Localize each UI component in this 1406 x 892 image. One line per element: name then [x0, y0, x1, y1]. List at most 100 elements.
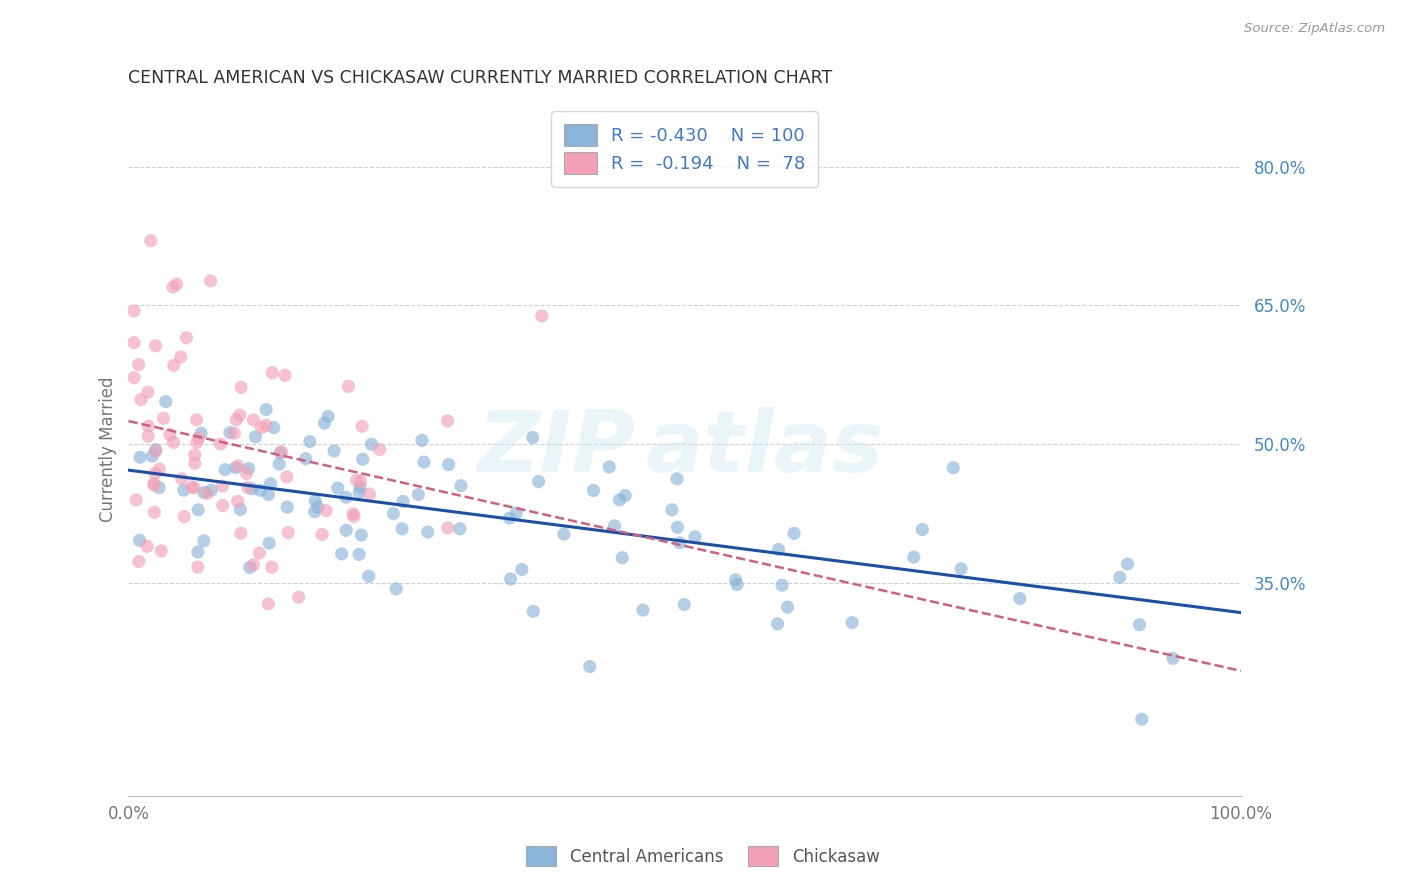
Chickasaw: [142, 476, 165, 491]
Central Americans: [193, 533, 215, 548]
Central Americans: [304, 505, 326, 519]
Central Americans: [382, 507, 405, 521]
Chickasaw: [436, 414, 458, 428]
Chickasaw: [343, 509, 366, 524]
Central Americans: [259, 476, 281, 491]
Central Americans: [1161, 651, 1184, 665]
Central Americans: [229, 502, 252, 516]
Central Americans: [579, 659, 602, 673]
Central Americans: [510, 562, 533, 576]
Central Americans: [522, 430, 544, 444]
Central Americans: [385, 582, 408, 596]
Chickasaw: [163, 359, 186, 373]
Chickasaw: [235, 467, 257, 481]
Legend: R = -0.430    N = 100, R =  -0.194    N =  78: R = -0.430 N = 100, R = -0.194 N = 78: [551, 111, 818, 186]
Chickasaw: [152, 411, 174, 425]
Central Americans: [673, 598, 696, 612]
Central Americans: [411, 434, 433, 448]
Central Americans: [392, 494, 415, 508]
Central Americans: [145, 442, 167, 457]
Chickasaw: [125, 492, 148, 507]
Central Americans: [725, 577, 748, 591]
Chickasaw: [257, 597, 280, 611]
Chickasaw: [224, 426, 246, 441]
Chickasaw: [184, 448, 207, 462]
Central Americans: [314, 416, 336, 430]
Chickasaw: [186, 435, 208, 450]
Chickasaw: [129, 392, 152, 407]
Central Americans: [768, 542, 790, 557]
Chickasaw: [276, 470, 298, 484]
Chickasaw: [287, 591, 309, 605]
Central Americans: [269, 457, 291, 471]
Central Americans: [522, 604, 544, 618]
Central Americans: [1008, 591, 1031, 606]
Chickasaw: [136, 429, 159, 443]
Chickasaw: [254, 418, 277, 433]
Central Americans: [257, 487, 280, 501]
Central Americans: [257, 536, 280, 550]
Central Americans: [391, 522, 413, 536]
Chickasaw: [184, 456, 207, 470]
Central Americans: [413, 455, 436, 469]
Chickasaw: [176, 331, 198, 345]
Chickasaw: [315, 503, 337, 517]
Central Americans: [307, 500, 329, 514]
Central Americans: [527, 475, 550, 489]
Chickasaw: [228, 408, 250, 422]
Chickasaw: [311, 527, 333, 541]
Chickasaw: [173, 509, 195, 524]
Central Americans: [609, 492, 631, 507]
Central Americans: [276, 500, 298, 514]
Central Americans: [148, 481, 170, 495]
Central Americans: [357, 569, 380, 583]
Chickasaw: [236, 480, 259, 494]
Central Americans: [347, 485, 370, 500]
Chickasaw: [195, 486, 218, 500]
Chickasaw: [346, 473, 368, 487]
Central Americans: [214, 463, 236, 477]
Central Americans: [239, 560, 262, 574]
Chickasaw: [200, 274, 222, 288]
Central Americans: [350, 528, 373, 542]
Chickasaw: [226, 494, 249, 508]
Chickasaw: [162, 280, 184, 294]
Central Americans: [911, 523, 934, 537]
Central Americans: [903, 550, 925, 565]
Chickasaw: [242, 413, 264, 427]
Central Americans: [254, 402, 277, 417]
Chickasaw: [145, 339, 167, 353]
Central Americans: [200, 483, 222, 498]
Central Americans: [950, 562, 973, 576]
Central Americans: [770, 578, 793, 592]
Chickasaw: [139, 234, 162, 248]
Central Americans: [614, 489, 637, 503]
Text: Source: ZipAtlas.com: Source: ZipAtlas.com: [1244, 22, 1385, 36]
Central Americans: [352, 452, 374, 467]
Chickasaw: [122, 335, 145, 350]
Central Americans: [240, 482, 263, 496]
Central Americans: [666, 520, 689, 534]
Chickasaw: [229, 526, 252, 541]
Central Americans: [505, 506, 527, 520]
Central Americans: [330, 547, 353, 561]
Chickasaw: [209, 437, 232, 451]
Chickasaw: [183, 481, 205, 495]
Chickasaw: [150, 544, 173, 558]
Central Americans: [668, 536, 690, 550]
Central Americans: [724, 573, 747, 587]
Central Americans: [661, 502, 683, 516]
Central Americans: [1108, 570, 1130, 584]
Central Americans: [942, 460, 965, 475]
Central Americans: [603, 519, 626, 533]
Central Americans: [498, 511, 520, 525]
Central Americans: [776, 600, 799, 615]
Chickasaw: [352, 419, 374, 434]
Chickasaw: [437, 521, 460, 535]
Text: ZIP: ZIP: [477, 408, 634, 491]
Central Americans: [841, 615, 863, 630]
Chickasaw: [181, 480, 204, 494]
Chickasaw: [247, 546, 270, 560]
Chickasaw: [136, 385, 159, 400]
Chickasaw: [128, 554, 150, 568]
